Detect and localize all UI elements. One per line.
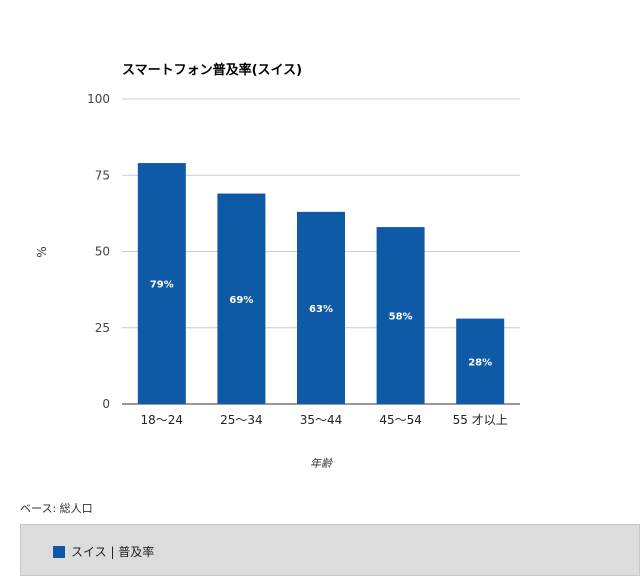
data-labels: 79% 69% 63% 58% 28% [150,280,492,369]
x-category-label: 55 才以上 [453,413,508,427]
legend-label: スイス | 普及率 [71,545,155,559]
data-label: 28% [468,357,492,368]
x-category-labels: 18～24 25～34 35～44 45～54 55 才以上 [141,413,508,427]
bar[interactable] [217,193,266,404]
data-label: 58% [389,312,413,323]
legend-item[interactable]: スイス | 普及率 [53,543,154,560]
bar[interactable] [456,318,505,404]
bars [137,163,505,404]
y-tick-label: 0 [102,397,110,411]
x-category-label: 25～34 [220,413,263,427]
y-tick-label: 50 [95,245,110,259]
y-tick-labels: 0 25 50 75 100 [87,92,110,411]
data-label: 69% [229,295,253,306]
data-label: 79% [150,280,174,291]
y-tick-label: 75 [95,168,110,182]
bar-chart: スマートフォン普及率(スイス) 0 25 50 75 100 79% 69% 63% 58% 2… [35,62,520,470]
data-label: 63% [309,304,333,315]
bar[interactable] [297,211,345,404]
legend-swatch [53,545,65,558]
bar[interactable] [137,163,186,404]
bar[interactable] [376,227,425,404]
x-category-label: 18～24 [141,413,184,427]
legend: スイス | 普及率 [20,524,640,576]
x-category-label: 45～54 [379,413,422,427]
base-note: ベース: 総人口 [20,502,93,515]
y-axis-title: % [35,246,49,257]
chart-title: スマートフォン普及率(スイス) [122,62,302,78]
y-tick-label: 25 [95,321,110,335]
x-axis-title: 年齢 [310,457,333,470]
y-tick-label: 100 [87,92,110,106]
x-category-label: 35～44 [300,413,343,427]
